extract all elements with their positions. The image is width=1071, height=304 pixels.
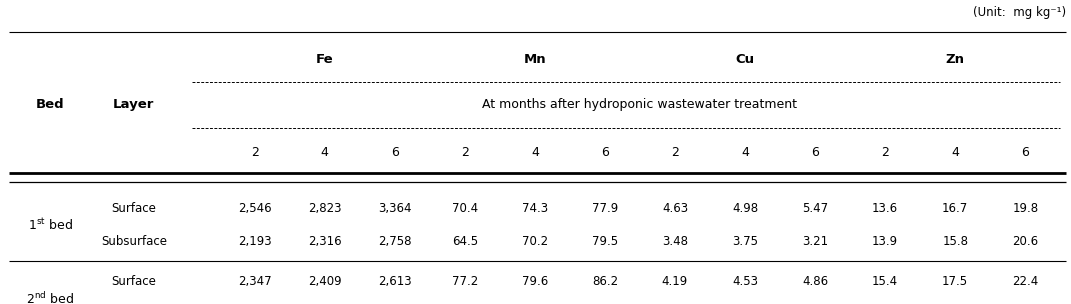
Text: 4.53: 4.53 — [731, 275, 758, 288]
Text: 2,193: 2,193 — [238, 235, 271, 248]
Text: 22.4: 22.4 — [1012, 275, 1039, 288]
Text: 3.48: 3.48 — [662, 235, 688, 248]
Text: 77.9: 77.9 — [592, 202, 618, 215]
Text: Layer: Layer — [114, 98, 154, 111]
Text: 86.2: 86.2 — [592, 275, 618, 288]
Text: 15.4: 15.4 — [872, 275, 899, 288]
Text: 13.9: 13.9 — [872, 235, 899, 248]
Text: At months after hydroponic wastewater treatment: At months after hydroponic wastewater tr… — [482, 98, 798, 111]
Text: 4.86: 4.86 — [802, 275, 828, 288]
Text: 74.3: 74.3 — [522, 202, 548, 215]
Text: Cu: Cu — [736, 53, 755, 66]
Text: 77.2: 77.2 — [452, 275, 478, 288]
Text: 2,546: 2,546 — [238, 202, 271, 215]
Text: 13.6: 13.6 — [872, 202, 899, 215]
Text: 3.21: 3.21 — [802, 235, 828, 248]
Text: 15.8: 15.8 — [942, 235, 968, 248]
Text: 2: 2 — [251, 146, 258, 158]
Text: 2: 2 — [881, 146, 889, 158]
Text: (Unit:  mg kg⁻¹): (Unit: mg kg⁻¹) — [972, 6, 1066, 19]
Text: 1$^{\mathrm{st}}$ bed: 1$^{\mathrm{st}}$ bed — [28, 217, 73, 233]
Text: 6: 6 — [601, 146, 608, 158]
Text: 2,347: 2,347 — [238, 275, 271, 288]
Text: 64.5: 64.5 — [452, 235, 478, 248]
Text: 20.6: 20.6 — [1012, 235, 1038, 248]
Text: Subsurface: Subsurface — [101, 235, 167, 248]
Text: 6: 6 — [811, 146, 819, 158]
Text: 79.5: 79.5 — [592, 235, 618, 248]
Text: 3,364: 3,364 — [378, 202, 411, 215]
Text: 4.19: 4.19 — [662, 275, 688, 288]
Text: 4.63: 4.63 — [662, 202, 688, 215]
Text: 4: 4 — [531, 146, 539, 158]
Text: 2,758: 2,758 — [378, 235, 411, 248]
Text: Fe: Fe — [316, 53, 333, 66]
Text: Bed: Bed — [36, 98, 64, 111]
Text: 2,409: 2,409 — [307, 275, 342, 288]
Text: 2,613: 2,613 — [378, 275, 411, 288]
Text: 70.2: 70.2 — [522, 235, 548, 248]
Text: 4.98: 4.98 — [731, 202, 758, 215]
Text: 2,316: 2,316 — [307, 235, 342, 248]
Text: 6: 6 — [391, 146, 398, 158]
Text: 2: 2 — [672, 146, 679, 158]
Text: 16.7: 16.7 — [942, 202, 968, 215]
Text: Zn: Zn — [946, 53, 965, 66]
Text: 5.47: 5.47 — [802, 202, 828, 215]
Text: 4: 4 — [320, 146, 329, 158]
Text: 79.6: 79.6 — [522, 275, 548, 288]
Text: 2,823: 2,823 — [307, 202, 342, 215]
Text: Surface: Surface — [111, 275, 156, 288]
Text: 6: 6 — [1022, 146, 1029, 158]
Text: 4: 4 — [951, 146, 960, 158]
Text: 4: 4 — [741, 146, 749, 158]
Text: 19.8: 19.8 — [1012, 202, 1038, 215]
Text: 70.4: 70.4 — [452, 202, 478, 215]
Text: 2: 2 — [461, 146, 469, 158]
Text: 2$^{\mathrm{nd}}$ bed: 2$^{\mathrm{nd}}$ bed — [27, 291, 74, 304]
Text: 17.5: 17.5 — [942, 275, 968, 288]
Text: Mn: Mn — [524, 53, 546, 66]
Text: Surface: Surface — [111, 202, 156, 215]
Text: 3.75: 3.75 — [731, 235, 758, 248]
